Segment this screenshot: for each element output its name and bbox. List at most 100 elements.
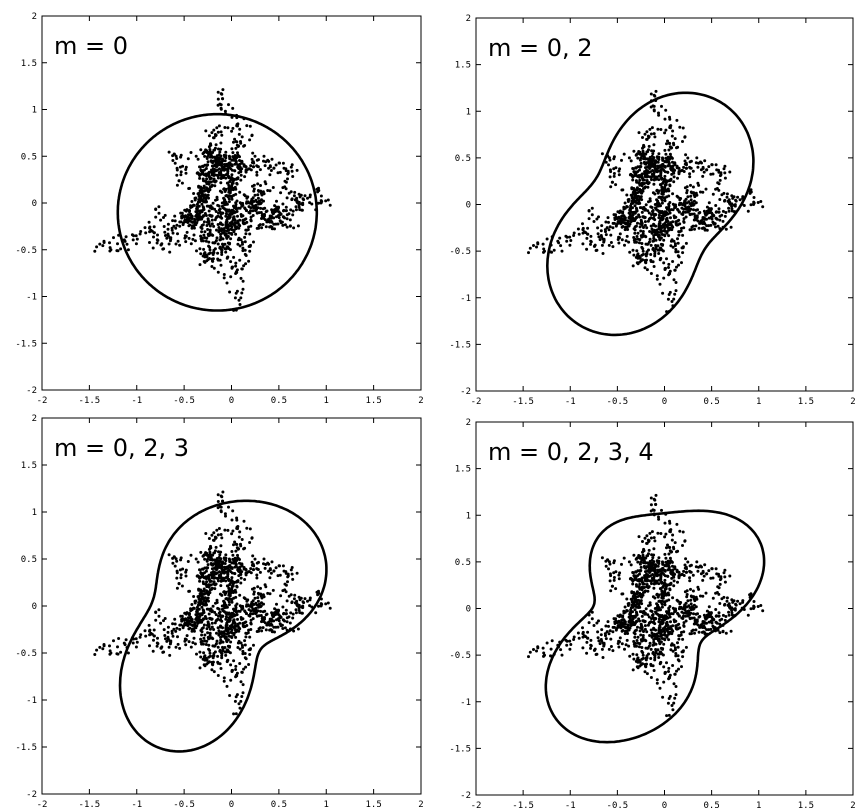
walk-point [671,624,675,628]
walk-point [238,706,242,710]
walk-point [214,239,218,243]
walk-point [117,637,121,640]
walk-point [297,606,301,610]
walk-point [157,211,161,215]
walk-point [665,546,668,550]
walk-point [675,194,679,198]
walk-point [671,208,675,212]
walk-point [670,632,674,636]
walk-point [626,219,630,223]
walk-point [199,600,203,604]
walk-point [697,211,701,215]
walk-point [721,219,725,223]
walk-point [689,194,693,198]
walk-point [675,522,679,526]
walk-point [707,165,711,169]
walk-point [691,573,695,577]
walk-point [690,629,694,633]
walk-point [685,589,689,593]
walk-point [648,237,652,241]
walk-point [207,607,211,611]
walk-point [174,629,178,633]
walk-point [611,180,614,184]
walk-point [613,622,617,625]
walk-point [667,206,671,210]
walk-point [191,237,195,241]
walk-point [231,582,235,586]
walk-point [608,158,612,162]
walk-point [704,591,708,595]
walk-point [209,617,212,621]
walk-point [671,220,675,224]
y-tick-label: 1 [466,511,471,521]
walk-point [672,180,676,184]
walk-point [173,622,177,626]
walk-point [112,236,115,240]
walk-point [675,166,679,170]
walk-point [225,208,229,212]
walk-point [638,201,642,205]
walk-point [677,233,681,237]
walk-point [213,558,217,562]
walk-point [723,199,726,203]
walk-point [226,181,230,185]
walk-point [223,650,227,654]
walk-point [234,225,237,229]
walk-point [686,205,690,209]
walk-point [658,258,662,262]
walk-point [196,157,200,161]
walk-point [671,612,675,616]
walk-point [663,223,667,227]
walk-point [671,649,675,653]
walk-point [714,225,717,229]
walk-point [197,601,201,605]
x-tick-label: -1 [131,800,142,810]
x-tick-label: 2 [850,397,855,407]
walk-point [227,593,231,597]
walk-point [208,228,212,232]
walk-point [235,210,239,213]
walk-point [244,228,248,232]
walk-point [649,662,653,666]
walk-point [556,239,560,243]
walk-point [267,159,271,163]
walk-point [643,162,647,166]
walk-point [285,225,289,229]
walk-point [221,97,224,101]
walk-point [640,614,644,618]
walk-point [703,563,707,567]
walk-point [237,557,240,561]
walk-point [244,635,248,639]
walk-point [652,182,656,186]
walk-point [198,615,202,618]
walk-point [243,639,247,643]
walk-point [700,226,704,230]
walk-point [589,242,592,246]
walk-point [229,591,233,594]
walk-point [291,213,295,217]
walk-point [219,92,223,96]
walk-point [676,241,680,245]
walk-point [223,159,227,163]
walk-point [186,560,190,563]
walk-point [660,218,664,222]
walk-point [231,584,235,588]
walk-point [124,638,128,642]
walk-point [210,222,214,226]
walk-point [683,204,687,208]
walk-point [614,166,618,170]
walk-point [167,645,171,649]
walk-point [234,628,237,632]
walk-point [244,573,248,577]
walk-point [245,196,249,200]
walk-point [731,600,735,604]
walk-point [659,242,663,246]
walk-point [692,191,696,195]
walk-point [692,208,695,212]
walk-point [242,519,246,523]
walk-point [237,629,241,633]
walk-point [631,213,635,217]
walk-point [637,175,640,179]
walk-point [532,244,535,247]
walk-point [663,210,667,214]
